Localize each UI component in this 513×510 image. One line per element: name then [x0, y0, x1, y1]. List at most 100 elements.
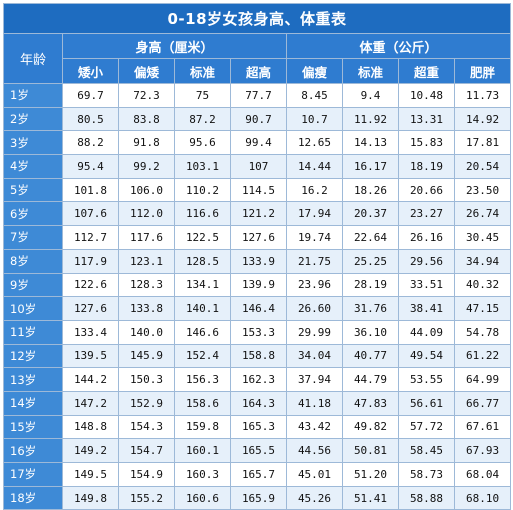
height-value-cell: 160.6: [174, 485, 231, 510]
height-col-header: 偏矮: [118, 58, 175, 84]
height-value-cell: 159.8: [174, 414, 231, 440]
table-row: 3岁 88.2 91.8 95.6 99.4 12.65 14.13 15.83 17.81: [3, 130, 512, 156]
height-value-cell: 149.2: [62, 438, 119, 463]
height-value-cell: 140.0: [118, 319, 175, 345]
height-value-cell: 133.8: [118, 296, 175, 321]
height-value-cell: 106.0: [118, 177, 175, 203]
weight-value-cell: 58.88: [398, 485, 455, 510]
weight-value-cell: 40.32: [453, 272, 512, 298]
weight-value-cell: 45.01: [286, 462, 343, 487]
weight-value-cell: 50.81: [342, 438, 399, 463]
height-value-cell: 144.2: [62, 367, 119, 392]
age-cell: 10岁: [3, 296, 63, 321]
weight-value-cell: 30.45: [453, 225, 512, 250]
height-group-header: 身高（厘米）: [62, 33, 287, 59]
sub-header-row: 矮小 偏矮 标准 超高 偏瘦 标准 超重 肥胖: [4, 58, 512, 84]
height-value-cell: 123.1: [118, 248, 175, 274]
weight-value-cell: 34.04: [286, 343, 343, 369]
table-row: 15岁 148.8 154.3 159.8 165.3 43.42 49.82 57.72 67…: [3, 414, 512, 440]
weight-value-cell: 18.19: [398, 154, 455, 179]
weight-value-cell: 25.25: [342, 248, 399, 274]
table-row: 1岁 69.7 72.3 75 77.7 8.45 9.4 10.48 11.73: [3, 83, 512, 108]
height-value-cell: 128.3: [118, 272, 175, 298]
weight-value-cell: 14.44: [286, 154, 343, 179]
age-cell: 2岁: [3, 106, 63, 132]
height-value-cell: 112.0: [118, 201, 175, 227]
weight-value-cell: 21.75: [286, 248, 343, 274]
table-title: 0-18岁女孩身高、体重表: [2, 3, 512, 34]
weight-value-cell: 49.82: [342, 414, 399, 440]
height-value-cell: 95.6: [174, 130, 231, 156]
height-value-cell: 80.5: [62, 106, 119, 132]
age-cell: 3岁: [3, 130, 63, 156]
age-cell: 18岁: [3, 485, 63, 510]
weight-value-cell: 51.20: [342, 462, 399, 487]
height-value-cell: 107.6: [62, 201, 119, 227]
weight-value-cell: 10.48: [398, 83, 455, 108]
table-row: 4岁 95.4 99.2 103.1 107 14.44 16.17 18.19 20.54: [3, 154, 512, 179]
age-cell: 17岁: [3, 462, 63, 487]
table-row: 11岁 133.4 140.0 146.6 153.3 29.99 36.10 44.09 54…: [3, 319, 512, 345]
height-value-cell: 148.8: [62, 414, 119, 440]
weight-value-cell: 8.45: [286, 83, 343, 108]
weight-value-cell: 26.74: [453, 201, 512, 227]
height-value-cell: 162.3: [230, 367, 287, 392]
weight-value-cell: 61.22: [453, 343, 512, 369]
weight-value-cell: 20.66: [398, 177, 455, 203]
height-col-header: 超高: [230, 58, 287, 84]
height-value-cell: 87.2: [174, 106, 231, 132]
weight-value-cell: 11.73: [453, 83, 512, 108]
height-value-cell: 69.7: [62, 83, 119, 108]
weight-value-cell: 66.77: [453, 390, 512, 416]
height-value-cell: 158.6: [174, 390, 231, 416]
age-cell: 14岁: [3, 390, 63, 416]
height-value-cell: 153.3: [230, 319, 287, 345]
weight-value-cell: 23.50: [453, 177, 512, 203]
age-column-header: 年龄: [3, 33, 63, 84]
weight-value-cell: 20.37: [342, 201, 399, 227]
weight-value-cell: 17.94: [286, 201, 343, 227]
weight-value-cell: 26.16: [398, 225, 455, 250]
height-value-cell: 72.3: [118, 83, 175, 108]
weight-value-cell: 47.15: [453, 296, 512, 321]
height-value-cell: 134.1: [174, 272, 231, 298]
table-body: 1岁 69.7 72.3 75 77.7 8.45 9.4 10.48 11.73 2岁 80.5 8…: [3, 83, 512, 510]
height-value-cell: 145.9: [118, 343, 175, 369]
weight-value-cell: 68.04: [453, 462, 512, 487]
height-value-cell: 155.2: [118, 485, 175, 510]
weight-value-cell: 14.92: [453, 106, 512, 132]
height-value-cell: 117.9: [62, 248, 119, 274]
height-value-cell: 128.5: [174, 248, 231, 274]
height-value-cell: 114.5: [230, 177, 287, 203]
weight-value-cell: 31.76: [342, 296, 399, 321]
weight-value-cell: 47.83: [342, 390, 399, 416]
table-row: 16岁 149.2 154.7 160.1 165.5 44.56 50.81 58.45 67…: [3, 438, 512, 463]
height-value-cell: 149.8: [62, 485, 119, 510]
weight-value-cell: 23.27: [398, 201, 455, 227]
age-cell: 16岁: [3, 438, 63, 463]
weight-value-cell: 9.4: [342, 83, 399, 108]
weight-value-cell: 67.61: [453, 414, 512, 440]
age-cell: 9岁: [3, 272, 63, 298]
table-row: 9岁 122.6 128.3 134.1 139.9 23.96 28.19 33.51 40.…: [3, 272, 512, 298]
height-value-cell: 83.8: [118, 106, 175, 132]
weight-value-cell: 54.78: [453, 319, 512, 345]
age-cell: 8岁: [3, 248, 63, 274]
age-cell: 7岁: [3, 225, 63, 250]
weight-value-cell: 10.7: [286, 106, 343, 132]
height-value-cell: 88.2: [62, 130, 119, 156]
weight-value-cell: 58.73: [398, 462, 455, 487]
height-value-cell: 146.6: [174, 319, 231, 345]
weight-value-cell: 19.74: [286, 225, 343, 250]
height-value-cell: 160.3: [174, 462, 231, 487]
weight-value-cell: 14.13: [342, 130, 399, 156]
weight-value-cell: 56.61: [398, 390, 455, 416]
height-value-cell: 149.5: [62, 462, 119, 487]
weight-value-cell: 33.51: [398, 272, 455, 298]
height-value-cell: 152.4: [174, 343, 231, 369]
weight-value-cell: 15.83: [398, 130, 455, 156]
weight-value-cell: 58.45: [398, 438, 455, 463]
height-value-cell: 139.5: [62, 343, 119, 369]
weight-value-cell: 16.17: [342, 154, 399, 179]
height-value-cell: 99.2: [118, 154, 175, 179]
